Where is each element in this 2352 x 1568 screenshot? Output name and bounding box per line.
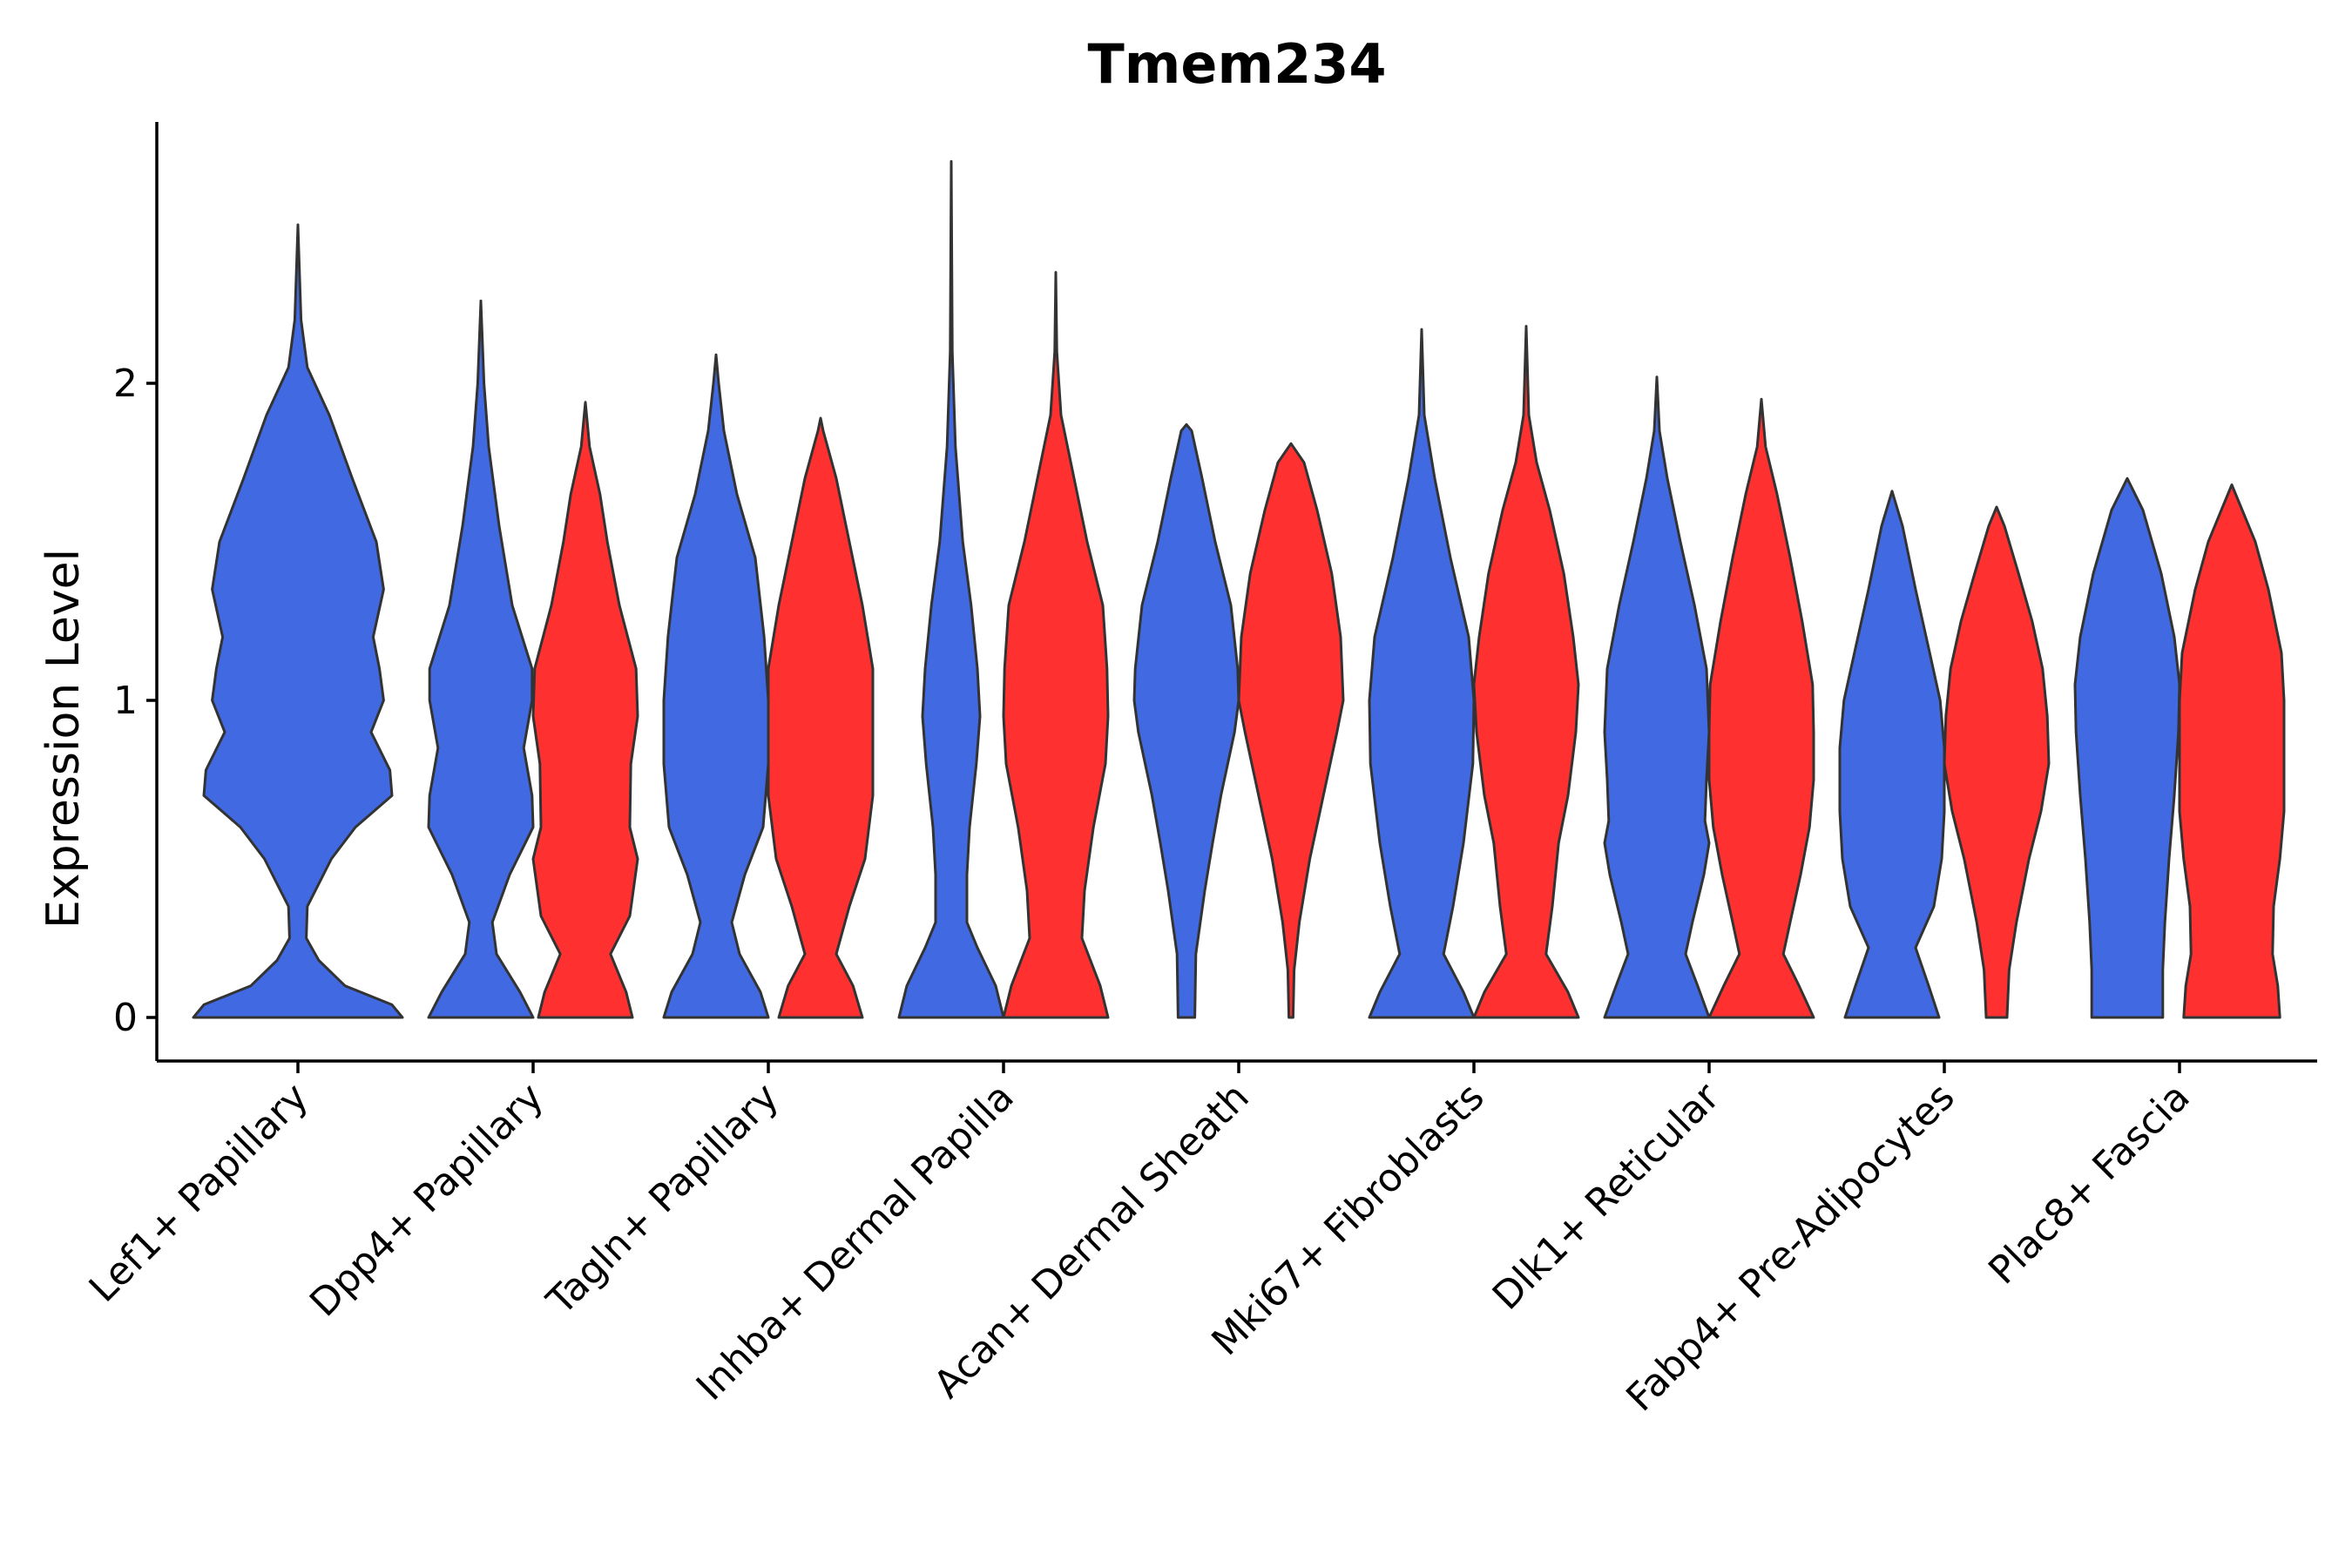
x-tick-label: Mki67+ Fibroblasts <box>1203 1075 1492 1364</box>
y-axis: 0 1 2 <box>113 122 159 1061</box>
y-tick-label: 2 <box>113 362 138 406</box>
chart-title: Tmem234 <box>1088 32 1387 96</box>
y-tick-label: 0 <box>113 996 138 1040</box>
violin-8-blue <box>1838 490 1946 1019</box>
violin-5-red <box>1237 442 1345 1019</box>
violin-3-red <box>767 416 875 1019</box>
violin-4-blue <box>897 159 1005 1019</box>
violin-6-red <box>1472 325 1580 1019</box>
x-tick-label: Tagln+ Papillary <box>538 1075 787 1324</box>
violin-6-blue <box>1368 328 1476 1019</box>
violin-2-red <box>531 401 639 1019</box>
x-tick-label: Dpp4+ Papillary <box>301 1075 552 1326</box>
violin-1-blue <box>192 223 404 1019</box>
violin-5-blue <box>1132 422 1240 1019</box>
violin-2-blue <box>427 299 535 1019</box>
violin-8-red <box>1943 505 2051 1019</box>
y-tick-label: 1 <box>113 679 138 723</box>
y-axis-label: Expression Level <box>37 549 90 929</box>
x-tick-label: Dlk1+ Reticular <box>1484 1074 1729 1319</box>
violin-4-red <box>1002 271 1110 1019</box>
violin-7-blue <box>1603 375 1711 1019</box>
violin-9-blue <box>2073 476 2181 1019</box>
violin-group <box>192 159 2286 1019</box>
x-tick-label: Plac8+ Fascia <box>1980 1075 2199 1294</box>
violin-7-red <box>1707 397 1815 1019</box>
violin-3-blue <box>662 353 770 1019</box>
x-tick-label: Lef1+ Papillary <box>81 1075 317 1311</box>
violin-9-red <box>2178 483 2286 1019</box>
